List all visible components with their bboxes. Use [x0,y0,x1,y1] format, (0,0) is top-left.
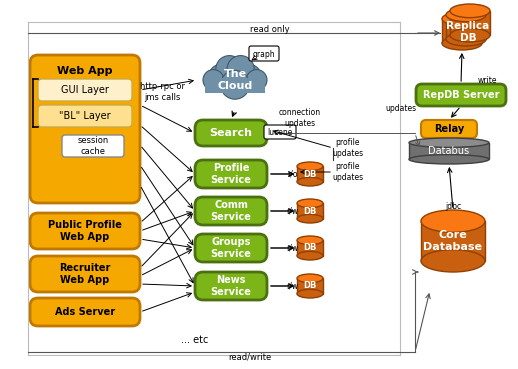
Text: write: write [478,76,497,85]
Ellipse shape [297,251,323,260]
Bar [446,15,486,39]
Text: r/w: r/w [286,207,298,215]
FancyBboxPatch shape [38,105,132,127]
Text: Comm
Service: Comm Service [210,200,251,222]
Bar [297,278,323,294]
Text: DB: DB [304,244,316,252]
FancyBboxPatch shape [249,46,279,61]
Text: r/w: r/w [286,244,298,252]
FancyBboxPatch shape [264,125,296,139]
Text: updates: updates [385,103,416,113]
Circle shape [216,56,243,83]
FancyBboxPatch shape [195,120,267,146]
FancyBboxPatch shape [30,213,140,249]
Text: read only: read only [250,24,290,34]
Ellipse shape [421,250,485,272]
Text: RepDB Server: RepDB Server [423,90,499,100]
Bar [442,19,482,43]
Text: profile
updates: profile updates [333,162,364,182]
Text: http-rpc or
jms calls: http-rpc or jms calls [139,82,184,102]
Ellipse shape [297,177,323,186]
Text: Search: Search [209,128,252,138]
Ellipse shape [450,28,490,42]
Text: News
Service: News Service [210,275,251,297]
FancyBboxPatch shape [195,197,267,225]
Ellipse shape [297,236,323,245]
Text: Public Profile
Web App: Public Profile Web App [48,220,122,242]
Text: Recruiter
Web App: Recruiter Web App [60,263,111,285]
Bar [297,203,323,219]
Ellipse shape [446,8,486,22]
Text: Relay: Relay [434,124,464,134]
FancyBboxPatch shape [416,84,506,106]
Ellipse shape [450,4,490,18]
Text: GUI Layer: GUI Layer [61,85,109,95]
Circle shape [203,70,224,90]
Text: DB: DB [304,207,316,215]
FancyBboxPatch shape [30,55,140,203]
Circle shape [227,56,254,83]
Ellipse shape [297,289,323,298]
FancyBboxPatch shape [62,135,124,157]
Ellipse shape [421,210,485,232]
Text: Replica
DB: Replica DB [447,21,490,43]
Ellipse shape [297,214,323,223]
Text: read/write: read/write [228,352,271,362]
Text: "BL" Layer: "BL" Layer [59,111,111,121]
Bar [409,143,489,159]
FancyBboxPatch shape [195,160,267,188]
Circle shape [209,64,234,90]
Ellipse shape [442,36,482,50]
Ellipse shape [297,274,323,283]
Text: connection
updates: connection updates [279,108,321,128]
Text: lucene: lucene [267,128,293,137]
Text: jdbc: jdbc [445,201,461,210]
Ellipse shape [409,155,489,164]
Text: Groups
Service: Groups Service [210,237,251,259]
Circle shape [218,60,252,94]
Text: Profile
Service: Profile Service [210,163,251,185]
Text: DB: DB [304,282,316,290]
Ellipse shape [442,12,482,26]
FancyBboxPatch shape [38,79,132,101]
Text: r/o: r/o [287,169,297,179]
Bar [421,221,485,261]
Text: DB: DB [304,169,316,179]
Text: Databus: Databus [428,146,469,156]
FancyBboxPatch shape [195,272,267,300]
Bar [205,78,265,93]
Text: Core
Database: Core Database [424,230,482,252]
Ellipse shape [446,32,486,46]
FancyBboxPatch shape [30,298,140,326]
Text: The
Cloud: The Cloud [218,69,253,91]
FancyBboxPatch shape [195,234,267,262]
Bar [297,166,323,182]
Ellipse shape [297,199,323,208]
Text: session
cache: session cache [77,136,109,156]
Circle shape [236,64,262,90]
FancyBboxPatch shape [30,256,140,292]
Text: Web App: Web App [57,66,113,76]
Ellipse shape [409,138,489,147]
Ellipse shape [297,162,323,170]
Text: profile
updates: profile updates [333,138,364,158]
Text: r/w: r/w [286,282,298,290]
FancyBboxPatch shape [421,120,477,138]
Circle shape [221,70,249,99]
Bar [450,11,490,35]
Text: graph: graph [253,49,275,59]
Circle shape [246,70,267,90]
Text: ... etc: ... etc [181,335,209,345]
Bar [297,240,323,256]
Text: Ads Server: Ads Server [55,307,115,317]
